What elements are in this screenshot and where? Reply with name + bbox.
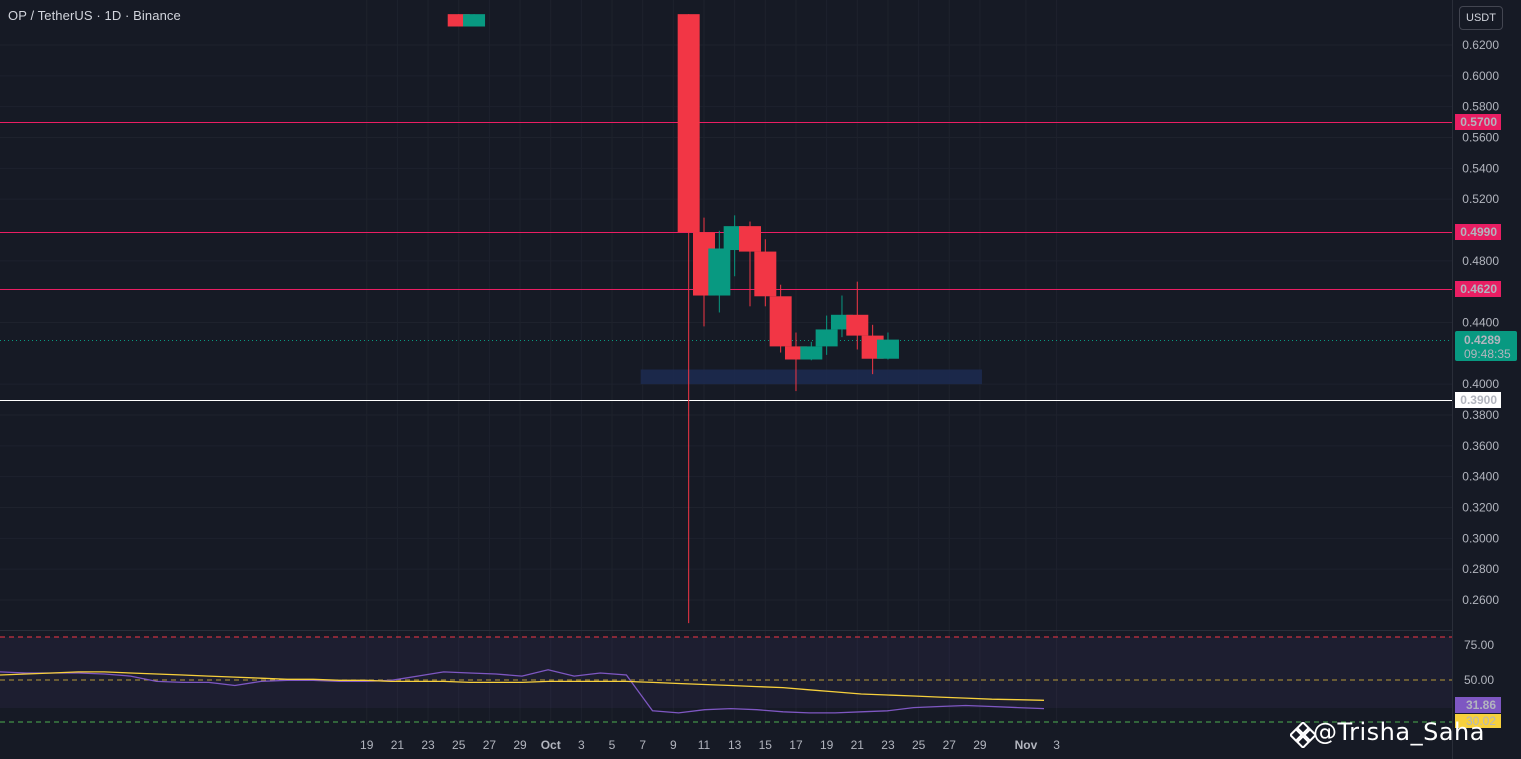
rsi-line (0, 669, 1045, 714)
rsi-value-text: 31.86 (1466, 698, 1496, 712)
time-label: 19 (360, 738, 374, 752)
level-tag-bg (1455, 224, 1501, 240)
level-tag-bg (1455, 114, 1501, 130)
rsi-band (0, 637, 1452, 708)
price-tick: 0.3600 (1462, 439, 1499, 453)
time-label: 5 (609, 738, 616, 752)
time-label: 3 (1053, 738, 1060, 752)
grid (0, 0, 1452, 725)
time-label: 17 (789, 738, 803, 752)
countdown-timer: 09:48:35 (1464, 347, 1511, 361)
candle-body (876, 339, 899, 359)
currency-button[interactable]: USDT (1459, 6, 1503, 30)
time-label: 25 (452, 738, 466, 752)
time-label: 9 (670, 738, 677, 752)
price-tick: 0.6000 (1462, 69, 1499, 83)
current-price-tag-bg (1455, 331, 1517, 361)
price-levels (0, 122, 1452, 401)
rsi-tick: 75.00 (1464, 638, 1494, 652)
candle-body (708, 248, 731, 296)
time-label: 27 (483, 738, 497, 752)
time-label: Oct (541, 738, 561, 752)
candle-body (754, 251, 777, 297)
level-tag-bg (1455, 392, 1501, 408)
rsi-pane (0, 630, 1452, 723)
axes: 0.6200 0.6000 0.5800 0.5600 0.5400 0.5200 0.48… (360, 0, 1517, 759)
level-tag: 0.3900 (1455, 392, 1501, 408)
rsi-ma-line (0, 671, 1045, 701)
time-label: 29 (973, 738, 987, 752)
level-tag-text: 0.3900 (1460, 393, 1497, 407)
symbol-title: OP / TetherUS · 1D · Binance (8, 8, 181, 23)
time-label: 23 (881, 738, 895, 752)
level-tag-text: 0.5700 (1460, 115, 1497, 129)
candle-body (846, 314, 869, 336)
price-tick: 0.4800 (1462, 254, 1499, 268)
support-zone (640, 369, 982, 385)
price-tick: 0.6200 (1462, 38, 1499, 52)
rsi-value-tag: 31.86 (1455, 697, 1501, 713)
price-tick: 0.2600 (1462, 593, 1499, 607)
price-tick: 0.3000 (1462, 531, 1499, 545)
time-label: 7 (639, 738, 646, 752)
rsi-tick: 50.00 (1464, 673, 1494, 687)
level-tag-text: 0.4990 (1460, 225, 1497, 239)
time-label: Nov (1015, 738, 1038, 752)
price-tick: 0.3200 (1462, 501, 1499, 515)
price-tick: 0.4000 (1462, 377, 1499, 391)
price-tick: 0.5400 (1462, 161, 1499, 175)
candle-body (815, 329, 838, 347)
rsi-ma-bg (1455, 714, 1501, 728)
price-tick: 0.4400 (1462, 316, 1499, 330)
price-tick: 0.2800 (1462, 562, 1499, 576)
time-label: 29 (513, 738, 527, 752)
time-label: 15 (759, 738, 773, 752)
rsi-ma-text: 30.02 (1466, 714, 1496, 728)
support-zone-rect (640, 369, 982, 385)
rsi-value-bg (1455, 697, 1501, 713)
candle-body (800, 346, 823, 360)
candle-body (463, 14, 486, 27)
price-tick: 0.5200 (1462, 192, 1499, 206)
rsi-ma-tag: 30.02 (1455, 714, 1501, 728)
time-label: 3 (578, 738, 585, 752)
binance-logo-icon (1290, 722, 1316, 748)
price-tick: 0.5800 (1462, 100, 1499, 114)
time-label: 25 (912, 738, 926, 752)
time-label: 23 (421, 738, 435, 752)
price-tick: 0.5600 (1462, 131, 1499, 145)
current-price-value: 0.4289 (1464, 333, 1501, 347)
level-tag: 0.4990 (1455, 224, 1501, 240)
time-label: 21 (391, 738, 405, 752)
candles (447, 14, 899, 624)
price-tick: 0.3800 (1462, 408, 1499, 422)
watermark-text: @Trisha_Saha (1313, 718, 1485, 746)
time-label: 19 (820, 738, 834, 752)
time-label: 13 (728, 738, 742, 752)
level-tag: 0.4620 (1455, 281, 1501, 297)
level-tag-bg (1455, 281, 1501, 297)
level-tag-text: 0.4620 (1460, 282, 1497, 296)
time-label: 11 (698, 738, 711, 752)
candle-body (769, 296, 792, 347)
candle-body (677, 14, 700, 233)
price-tick: 0.3400 (1462, 470, 1499, 484)
candle-body (738, 226, 761, 252)
time-label: 21 (851, 738, 865, 752)
time-label: 27 (943, 738, 957, 752)
level-tag: 0.5700 (1455, 114, 1501, 130)
